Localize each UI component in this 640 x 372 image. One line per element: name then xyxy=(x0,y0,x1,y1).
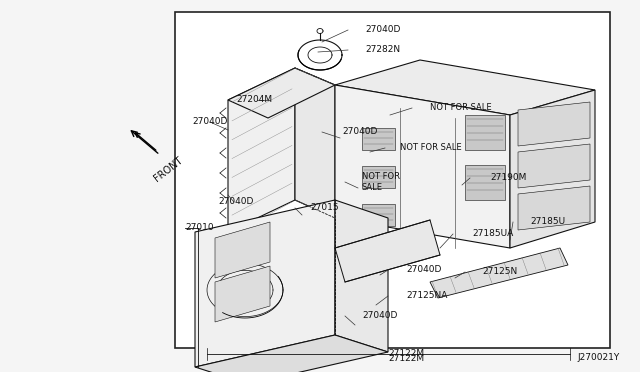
Text: NOT FOR
SALE: NOT FOR SALE xyxy=(362,172,400,192)
Polygon shape xyxy=(518,144,590,188)
Polygon shape xyxy=(518,186,590,230)
Bar xyxy=(175,12,610,348)
Text: 27040D: 27040D xyxy=(192,118,227,126)
Polygon shape xyxy=(215,222,270,278)
Text: 27040D: 27040D xyxy=(362,311,397,321)
Text: 27282N: 27282N xyxy=(365,45,400,55)
Text: NOT FOR SALE: NOT FOR SALE xyxy=(430,103,492,112)
Polygon shape xyxy=(335,85,510,248)
Text: 27122M: 27122M xyxy=(388,354,424,363)
Polygon shape xyxy=(465,165,505,200)
Text: 27040D: 27040D xyxy=(365,26,401,35)
Text: J270021Y: J270021Y xyxy=(578,353,620,362)
Polygon shape xyxy=(510,90,595,248)
Polygon shape xyxy=(335,200,388,352)
Text: 27040D: 27040D xyxy=(342,128,378,137)
Polygon shape xyxy=(228,68,295,232)
Polygon shape xyxy=(195,200,335,367)
Polygon shape xyxy=(335,60,595,115)
Polygon shape xyxy=(518,102,590,146)
Text: FRONT: FRONT xyxy=(152,155,184,183)
Polygon shape xyxy=(195,335,388,372)
Polygon shape xyxy=(362,128,395,150)
Text: 27204M: 27204M xyxy=(236,96,272,105)
Polygon shape xyxy=(228,68,335,118)
Text: NOT FOR SALE: NOT FOR SALE xyxy=(400,144,461,153)
Text: 27122M: 27122M xyxy=(388,350,424,359)
Text: 27010: 27010 xyxy=(185,224,214,232)
Text: 27185UA: 27185UA xyxy=(472,230,513,238)
Text: 27040D: 27040D xyxy=(406,266,442,275)
Text: 27190M: 27190M xyxy=(490,173,526,183)
Polygon shape xyxy=(430,248,568,298)
Text: 27015: 27015 xyxy=(310,203,339,212)
Text: 27125N: 27125N xyxy=(482,267,517,276)
Text: 27185U: 27185U xyxy=(530,218,565,227)
Polygon shape xyxy=(362,204,395,226)
Polygon shape xyxy=(215,266,270,322)
Text: 27125NA: 27125NA xyxy=(406,292,447,301)
Text: 27040D: 27040D xyxy=(218,198,253,206)
Polygon shape xyxy=(465,115,505,150)
Polygon shape xyxy=(295,68,335,218)
Polygon shape xyxy=(362,166,395,188)
Polygon shape xyxy=(335,220,440,282)
